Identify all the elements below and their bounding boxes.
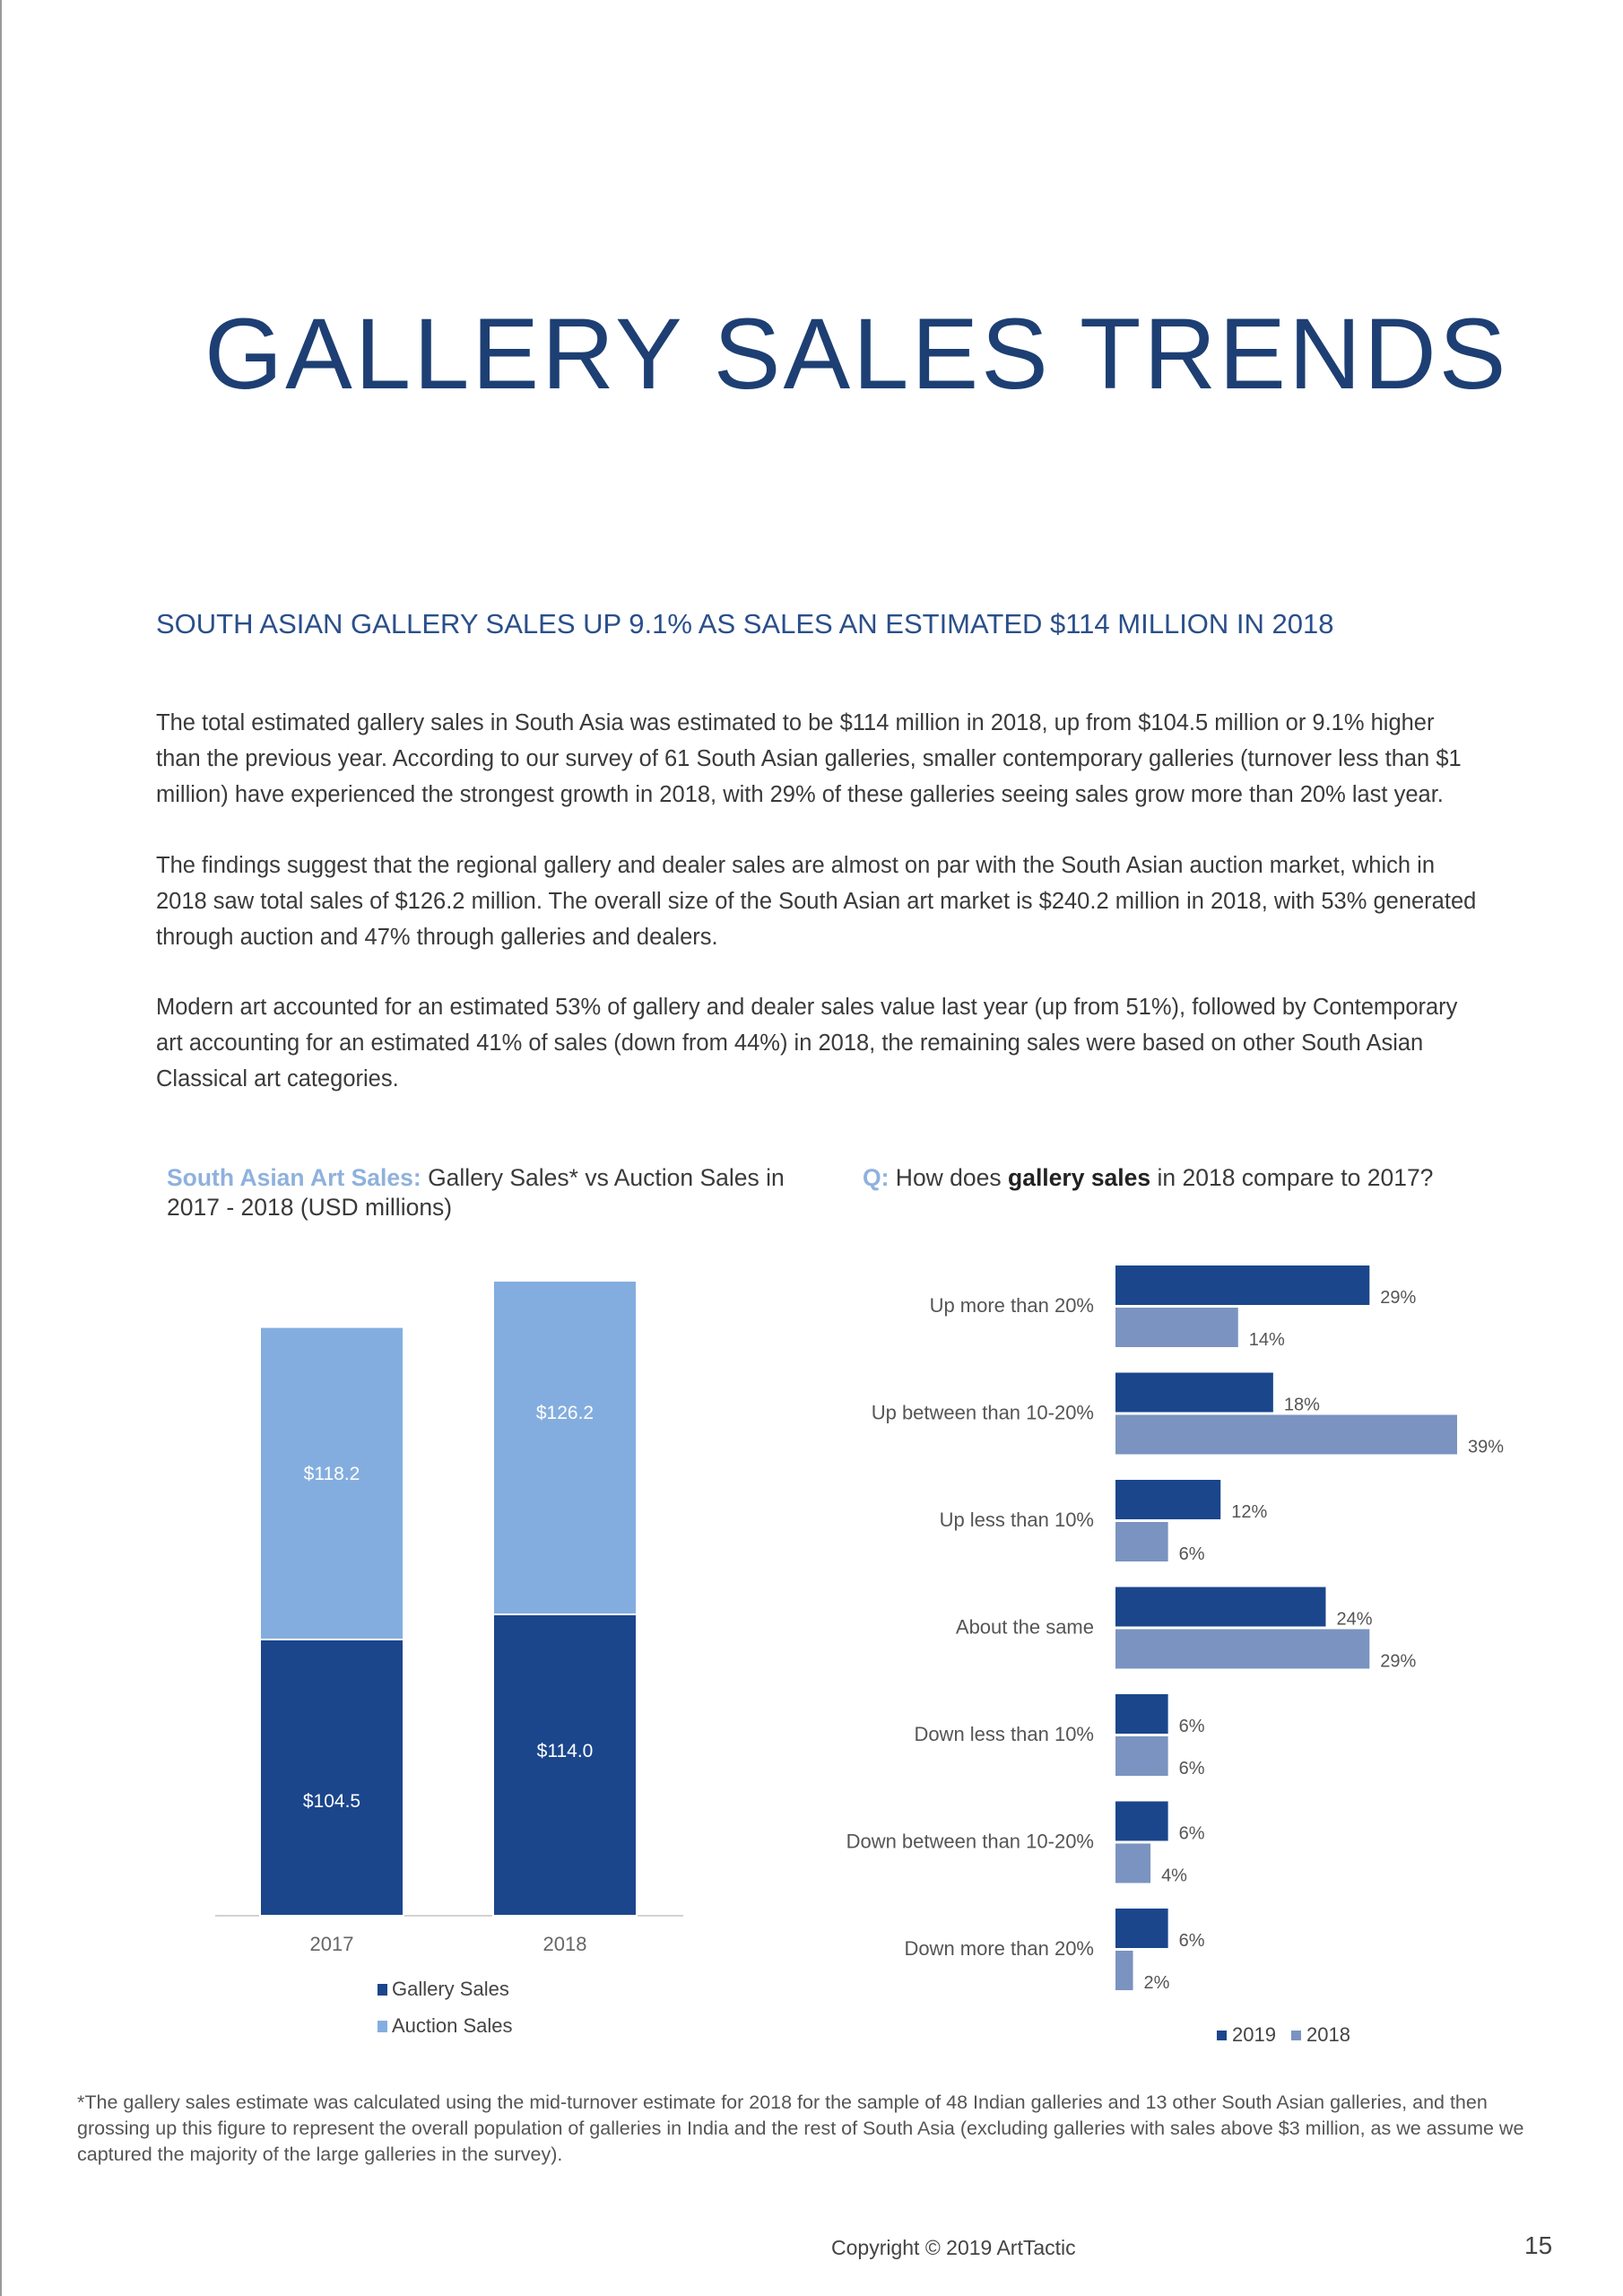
bar-value-label: 24% [1336, 1610, 1372, 1630]
series-2018-bar [1115, 1844, 1150, 1883]
bar-value-label: 6% [1179, 1717, 1205, 1736]
bar-value-label: 6% [1179, 1544, 1205, 1564]
bar-value-label: 12% [1231, 1502, 1267, 1522]
x-tick-label: 2017 [310, 1933, 354, 1955]
bar-value-label: 18% [1284, 1396, 1320, 1415]
bar-value-label: 6% [1179, 1824, 1205, 1844]
bar-data-label: $126.2 [536, 1403, 594, 1423]
category-label: Up less than 10% [940, 1509, 1094, 1531]
series-2019-bar [1115, 1373, 1273, 1413]
bar-data-label: $118.2 [304, 1464, 360, 1484]
category-label: Up between than 10-20% [872, 1402, 1094, 1424]
footnote: *The gallery sales estimate was calculat… [77, 2090, 1557, 2168]
bar-value-label: 6% [1179, 1931, 1205, 1951]
bar-data-label: $104.5 [303, 1791, 360, 1812]
series-2019-bar [1115, 1480, 1220, 1519]
legend-swatch [378, 1984, 387, 1996]
auction-sales-bar [493, 1281, 637, 1614]
series-2018-bar [1115, 1736, 1168, 1776]
series-2019-bar [1115, 1802, 1168, 1841]
bar-value-label: 4% [1161, 1866, 1187, 1886]
series-2018-bar [1115, 1415, 1457, 1455]
page-number: 15 [1524, 2231, 1552, 2260]
series-2019-bar [1115, 1909, 1168, 1948]
series-2018-bar [1115, 1308, 1238, 1347]
series-2018-bar [1115, 1630, 1369, 1669]
bar-value-label: 2% [1144, 1973, 1170, 1993]
stacked-bar-chart: $104.5 $118.2 2017 $114.0 $126.2 2018 Gallery … [0, 0, 1623, 2296]
legend-swatch [1291, 2031, 1301, 2040]
category-label: Down between than 10-20% [846, 1831, 1094, 1853]
bar-value-label: 29% [1380, 1652, 1416, 1672]
series-2019-bar [1115, 1587, 1325, 1627]
series-2019-bar [1115, 1694, 1168, 1734]
gallery-sales-bar [260, 1639, 404, 1916]
legend-swatch [378, 2021, 387, 2032]
legend-label: 2019 [1232, 2023, 1276, 2046]
legend-swatch [1217, 2031, 1227, 2040]
legend-label: 2018 [1306, 2023, 1350, 2046]
series-2018-bar [1115, 1522, 1168, 1561]
legend-label: Auction Sales [392, 2014, 513, 2037]
x-tick-label: 2018 [543, 1933, 587, 1955]
series-2018-bar [1115, 1951, 1133, 1990]
legend-label: Gallery Sales [392, 1978, 509, 2000]
bar-value-label: 6% [1179, 1759, 1205, 1779]
bar-value-label: 29% [1380, 1288, 1416, 1308]
bar-value-label: 14% [1249, 1330, 1285, 1350]
copyright: Copyright © 2019 ArtTactic [831, 2236, 1076, 2260]
category-label: About the same [956, 1616, 1094, 1639]
bar-value-label: 39% [1468, 1438, 1504, 1457]
category-label: Down more than 20% [904, 1937, 1094, 1960]
category-label: Down less than 10% [914, 1723, 1094, 1745]
series-2019-bar [1115, 1265, 1369, 1305]
gallery-sales-bar [493, 1614, 637, 1916]
bar-data-label: $114.0 [537, 1741, 594, 1761]
category-label: Up more than 20% [930, 1294, 1094, 1317]
